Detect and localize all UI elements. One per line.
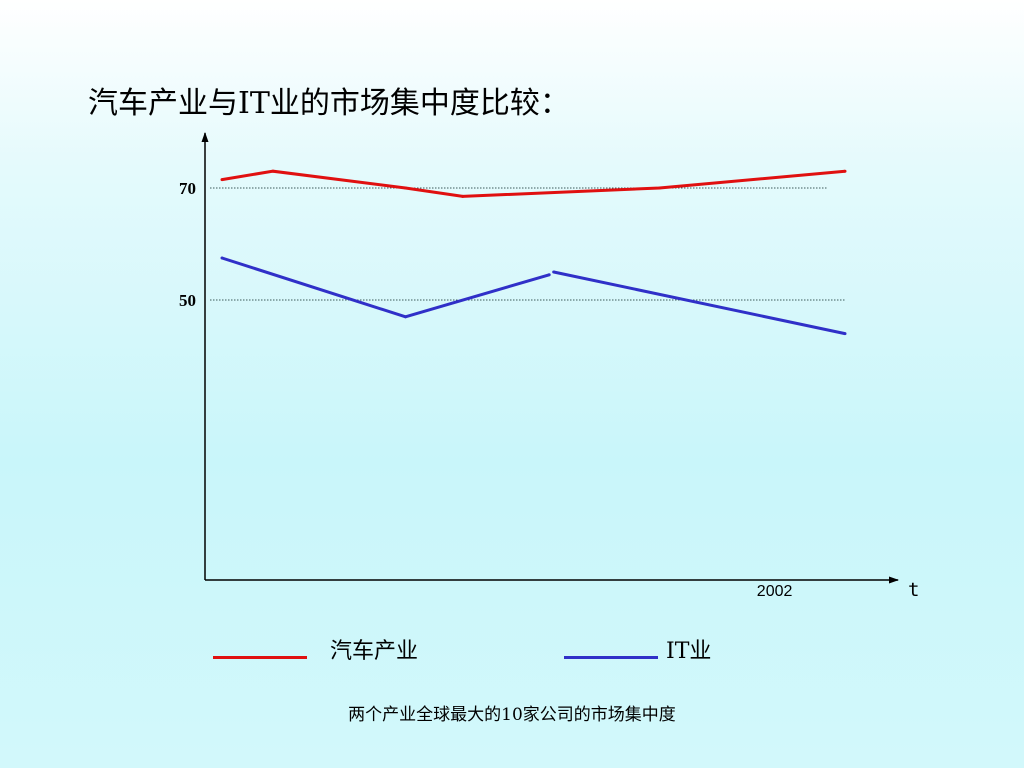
legend-label-auto: 汽车产业 xyxy=(330,639,419,664)
legend-label-it: IT业 xyxy=(666,639,712,664)
data-point-0-0-0 xyxy=(220,178,224,182)
y-tick-label-70: 70 xyxy=(179,179,196,198)
data-point-1-0-2 xyxy=(547,273,551,277)
series-line-1-0 xyxy=(221,256,550,319)
series-lines xyxy=(220,169,847,336)
x-tick-label-2002: 2002 xyxy=(757,583,793,600)
legend-swatch-auto xyxy=(213,656,307,659)
data-point-0-0-1 xyxy=(271,169,275,173)
data-point-1-0-0 xyxy=(220,256,224,260)
data-point-0-0-5 xyxy=(843,169,847,173)
legend-swatch-it xyxy=(564,656,658,659)
data-point-0-0-2 xyxy=(403,186,407,190)
x-axis-label: t xyxy=(908,579,919,601)
slide-title: 汽车产业与IT业的市场集中度比较： xyxy=(88,86,570,121)
line-chart: 50 70 2002 t xyxy=(179,132,919,601)
chart-caption: 两个产业全球最大的10家公司的市场集中度 xyxy=(348,705,676,725)
data-point-1-1-0 xyxy=(552,270,556,274)
tick-labels: 50 70 2002 xyxy=(179,179,792,600)
data-point-1-1-1 xyxy=(843,332,847,336)
series-line-0-0 xyxy=(221,169,846,198)
gridlines xyxy=(210,187,845,301)
series-line-1-1 xyxy=(553,270,846,336)
y-tick-label-50: 50 xyxy=(179,291,196,310)
data-point-0-0-3 xyxy=(461,194,465,198)
data-point-0-0-4 xyxy=(657,186,661,190)
data-point-1-0-1 xyxy=(403,315,407,319)
